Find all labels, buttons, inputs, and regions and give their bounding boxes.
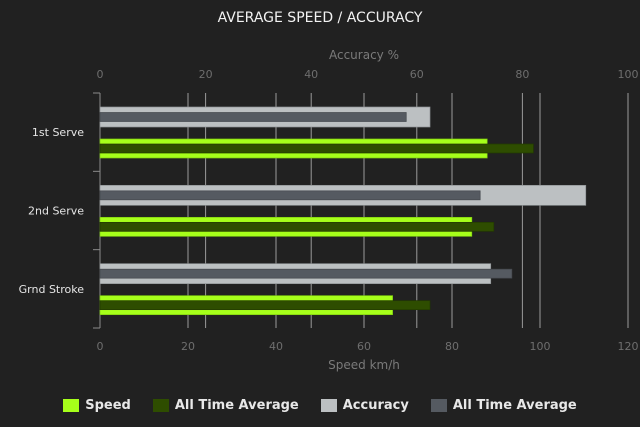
legend-swatch bbox=[63, 399, 80, 412]
top-tick-label: 0 bbox=[97, 68, 104, 81]
bottom-tick-label: 40 bbox=[269, 340, 283, 353]
bar-accuracy-average bbox=[99, 190, 481, 201]
top-tick-label: 100 bbox=[618, 68, 639, 81]
legend-label: All Time Average bbox=[452, 398, 577, 413]
legend-label: Speed bbox=[85, 398, 131, 413]
legend-swatch bbox=[430, 399, 447, 412]
top-tick-label: 20 bbox=[199, 68, 213, 81]
bottom-axis-label: Speed km/h bbox=[328, 358, 400, 372]
bar-speed-average bbox=[99, 300, 431, 311]
category-label: 2nd Serve bbox=[28, 205, 84, 218]
bar-speed-average bbox=[99, 143, 534, 154]
category-label: 1st Serve bbox=[32, 126, 84, 139]
legend-label: All Time Average bbox=[174, 398, 299, 413]
legend: Speed All Time Average Accuracy All Time… bbox=[0, 398, 640, 413]
top-tick-label: 80 bbox=[515, 68, 529, 81]
bar-speed-average bbox=[99, 221, 495, 232]
bottom-tick-label: 60 bbox=[357, 340, 371, 353]
bottom-tick-label: 120 bbox=[618, 340, 639, 353]
bottom-tick-label: 100 bbox=[530, 340, 551, 353]
legend-item-speed-average[interactable]: All Time Average bbox=[152, 398, 299, 413]
bar-accuracy-average bbox=[99, 268, 513, 279]
legend-label: Accuracy bbox=[342, 398, 409, 413]
top-tick-label: 60 bbox=[410, 68, 424, 81]
chart-title: AVERAGE SPEED / ACCURACY bbox=[218, 10, 423, 26]
bottom-tick-label: 80 bbox=[445, 340, 459, 353]
bottom-tick-label: 20 bbox=[181, 340, 195, 353]
bar-accuracy-average bbox=[99, 112, 407, 122]
legend-swatch bbox=[320, 399, 337, 412]
category-label: Grnd Stroke bbox=[19, 283, 85, 296]
top-axis-label: Accuracy % bbox=[329, 48, 399, 62]
legend-item-speed[interactable]: Speed bbox=[63, 398, 131, 413]
legend-item-accuracy[interactable]: Accuracy bbox=[320, 398, 409, 413]
top-tick-label: 40 bbox=[304, 68, 318, 81]
legend-swatch bbox=[152, 399, 169, 412]
legend-item-accuracy-average[interactable]: All Time Average bbox=[430, 398, 577, 413]
bottom-tick-label: 0 bbox=[97, 340, 104, 353]
